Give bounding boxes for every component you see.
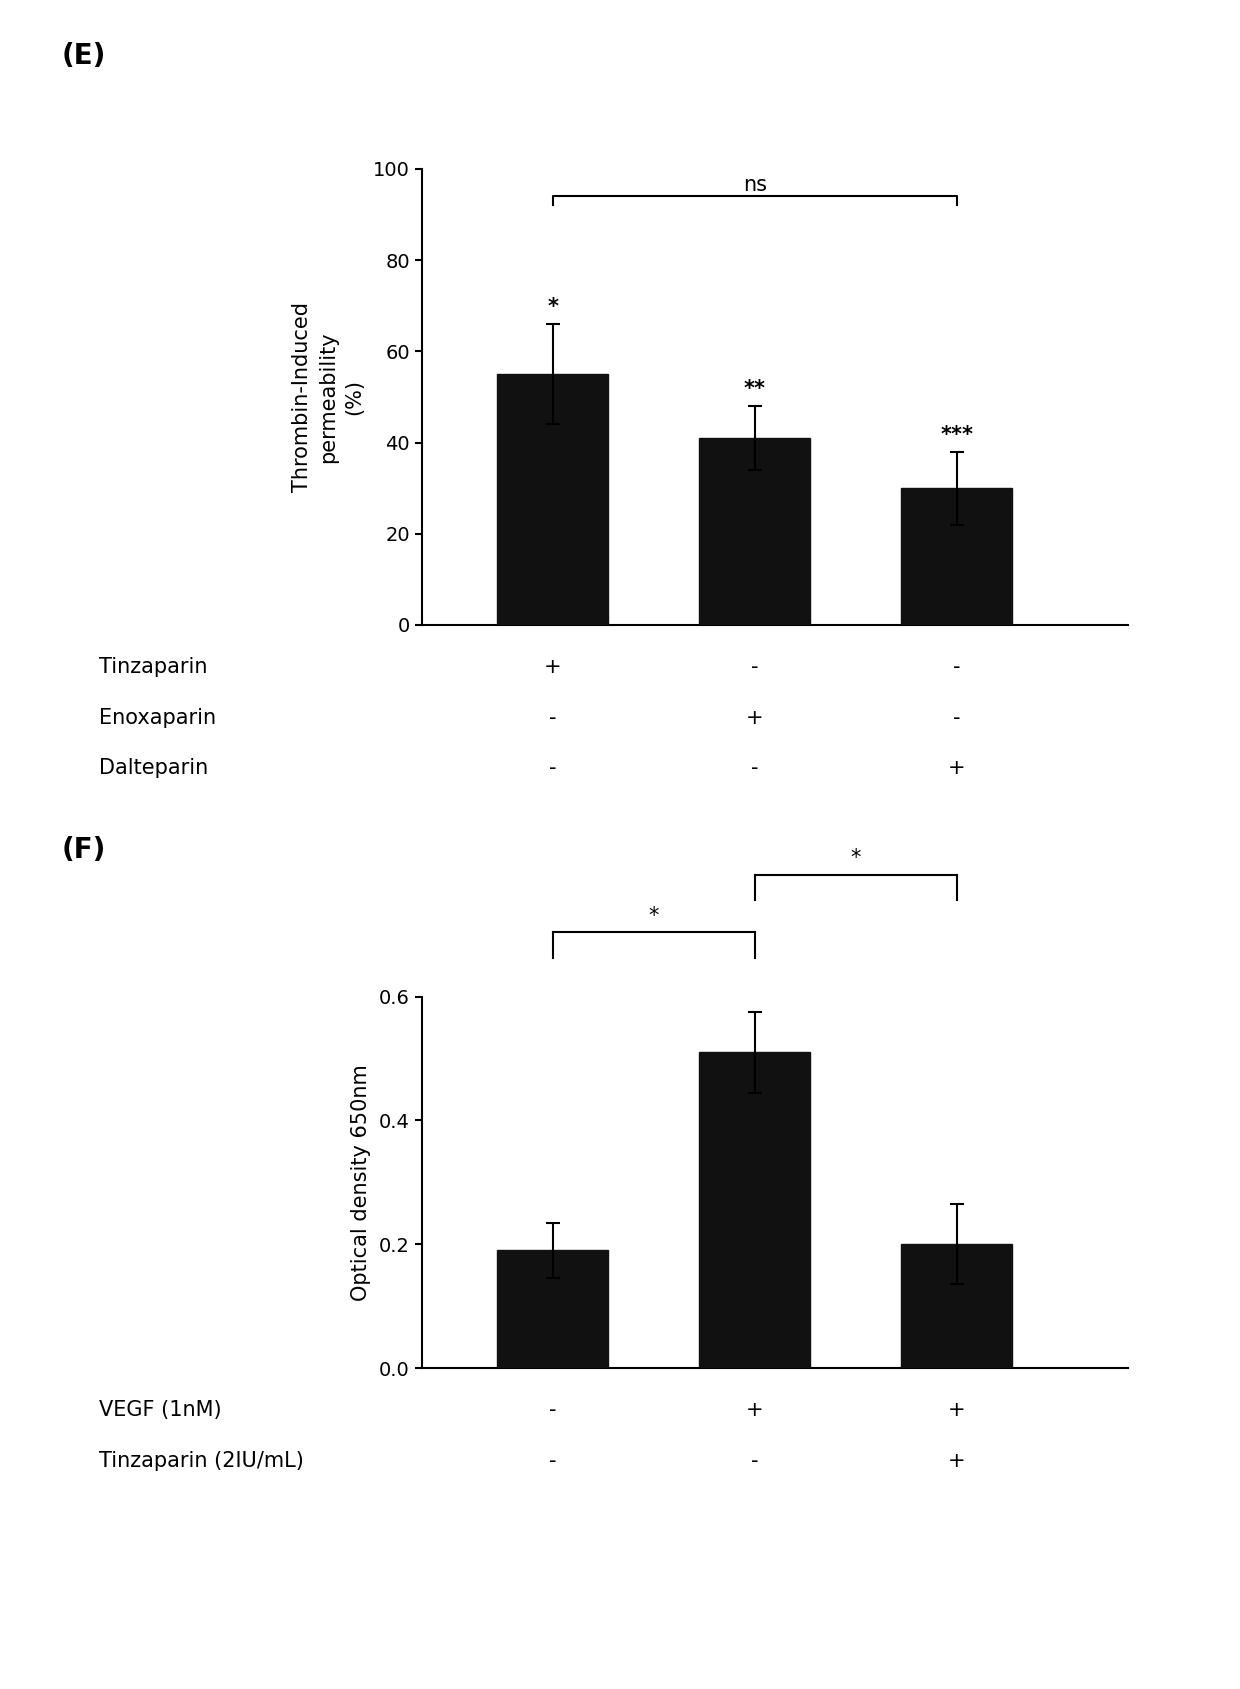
Text: Tinzaparin (2IU/mL): Tinzaparin (2IU/mL) <box>99 1451 304 1471</box>
Bar <box>699 1052 811 1368</box>
Y-axis label: Optical density 650nm: Optical density 650nm <box>351 1064 371 1301</box>
Text: Dalteparin: Dalteparin <box>99 758 208 779</box>
Bar <box>901 1245 1012 1368</box>
Y-axis label: Thrombin-Induced
permeability
(%): Thrombin-Induced permeability (%) <box>291 302 365 491</box>
Bar <box>497 375 609 625</box>
Text: +: + <box>947 1400 966 1420</box>
Text: *: * <box>851 848 861 868</box>
Text: VEGF (1nM): VEGF (1nM) <box>99 1400 222 1420</box>
Text: Tinzaparin: Tinzaparin <box>99 657 207 677</box>
Text: ***: *** <box>940 426 973 444</box>
Text: -: - <box>549 1451 557 1471</box>
Text: -: - <box>954 657 961 677</box>
Text: *: * <box>547 297 558 318</box>
Bar <box>497 1250 609 1368</box>
Text: +: + <box>746 708 764 728</box>
Text: -: - <box>549 758 557 779</box>
Text: +: + <box>746 1400 764 1420</box>
Bar <box>901 488 1012 625</box>
Text: -: - <box>751 657 759 677</box>
Text: -: - <box>954 708 961 728</box>
Text: +: + <box>947 1451 966 1471</box>
Text: Enoxaparin: Enoxaparin <box>99 708 216 728</box>
Text: (E): (E) <box>62 42 107 71</box>
Text: +: + <box>544 657 562 677</box>
Bar <box>699 437 811 625</box>
Text: ns: ns <box>743 176 766 194</box>
Text: -: - <box>751 1451 759 1471</box>
Text: +: + <box>947 758 966 779</box>
Text: *: * <box>649 905 658 926</box>
Text: -: - <box>549 708 557 728</box>
Text: (F): (F) <box>62 836 107 865</box>
Text: -: - <box>549 1400 557 1420</box>
Text: **: ** <box>744 380 766 399</box>
Text: -: - <box>751 758 759 779</box>
